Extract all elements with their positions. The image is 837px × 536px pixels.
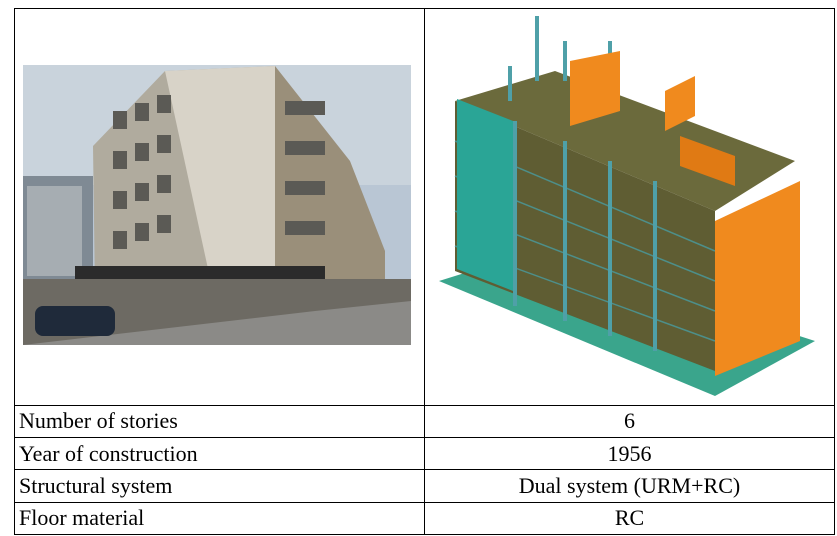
image-row <box>14 8 835 406</box>
table-row: Floor material RC <box>14 501 835 536</box>
row-value: Dual system (URM+RC) <box>424 469 835 503</box>
row-label: Number of stories <box>14 404 425 439</box>
row-value: 1956 <box>424 437 835 471</box>
photo-cell <box>14 8 425 406</box>
table-row: Number of stories 6 <box>14 404 835 439</box>
row-label: Structural system <box>14 469 425 503</box>
row-label: Year of construction <box>14 437 425 471</box>
row-value: 6 <box>424 404 835 439</box>
structural-model <box>439 15 815 396</box>
table-row: Year of construction 1956 <box>14 437 835 471</box>
building-photo <box>23 64 411 345</box>
building-table: Number of stories 6 Year of construction… <box>14 8 835 536</box>
table-row: Structural system Dual system (URM+RC) <box>14 469 835 503</box>
row-value: RC <box>424 501 835 536</box>
model-cell <box>424 8 835 406</box>
row-label: Floor material <box>14 501 425 536</box>
